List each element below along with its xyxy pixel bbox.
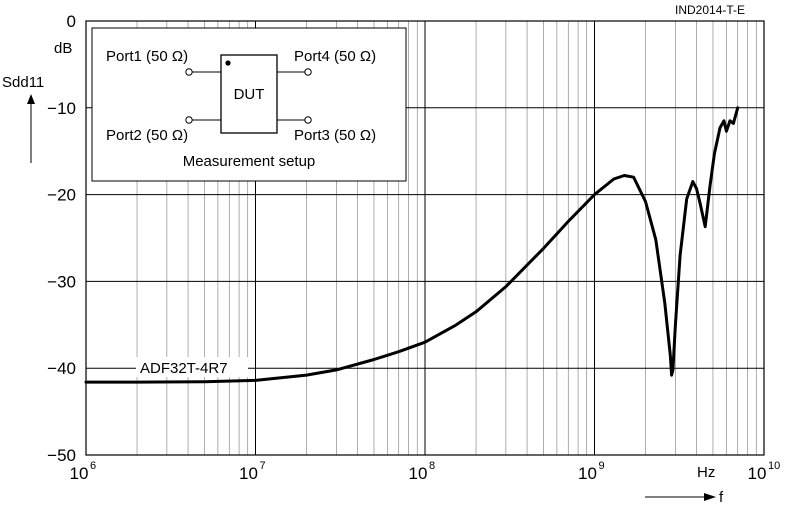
inset-title: Measurement setup (183, 153, 316, 170)
series-label: ADF32T-4R7 (140, 360, 228, 377)
y-unit-label: dB (54, 40, 72, 57)
dut-label: DUT (234, 86, 265, 103)
x-tick-exponent: 9 (599, 460, 605, 472)
x-tick-label: 10 9 (578, 460, 605, 483)
y-tick-label: −20 (47, 186, 76, 205)
port1-terminal-icon (185, 68, 193, 76)
y-tick-label: −50 (47, 446, 76, 465)
plot-frame (85, 20, 765, 456)
port2-label: Port2 (50 Ω) (106, 127, 188, 144)
y-tick-label: −40 (47, 359, 76, 378)
x-tick-exponent: 7 (260, 460, 266, 472)
y-axis-label: Sdd11 (2, 74, 44, 91)
x-tick-base: 10 (70, 464, 89, 483)
x-tick-exponent: 6 (90, 460, 96, 472)
y-axis-arrowhead-icon (27, 94, 35, 104)
port3-terminal-icon (304, 116, 312, 124)
y-tick-labels: 0 −10 −20 −30 −40 −50 (47, 12, 76, 465)
polarity-dot-icon (225, 60, 231, 66)
y-tick-label: 0 (67, 12, 76, 31)
port4-label: Port4 (50 Ω) (294, 48, 376, 65)
dut-box (220, 54, 278, 134)
x-axis-label: f (719, 489, 724, 506)
x-tick-base: 10 (409, 464, 428, 483)
port3-label: Port3 (50 Ω) (294, 127, 376, 144)
x-tick-base: 10 (239, 464, 258, 483)
x-axis-arrowhead-icon (704, 493, 716, 501)
x-tick-exponent: 10 (768, 460, 780, 472)
x-tick-base: 10 (578, 464, 597, 483)
series-label-background (136, 357, 248, 377)
series-line-adf32t-4r7 (84, 106, 740, 384)
figure-code-label: IND2014-T-E (675, 3, 745, 17)
x-tick-exponent: 8 (429, 460, 435, 472)
x-tick-label: 10 10 (748, 460, 781, 483)
x-tick-label: 10 7 (239, 460, 266, 483)
y-tick-label: −30 (47, 272, 76, 291)
port4-terminal-icon (304, 68, 312, 76)
measurement-setup-inset: DUT Port1 (50 Ω) Port2 (50 Ω) Port3 (50 … (91, 27, 407, 182)
x-unit-label: Hz (697, 464, 715, 481)
x-tick-label: 10 6 (70, 460, 97, 483)
port1-label: Port1 (50 Ω) (106, 48, 188, 65)
port2-terminal-icon (185, 116, 193, 124)
x-tick-labels: 10 6 10 7 10 8 10 9 10 10 (70, 460, 781, 483)
y-tick-label: −10 (47, 99, 76, 118)
x-tick-label: 10 8 (409, 460, 436, 483)
x-tick-base: 10 (748, 464, 767, 483)
